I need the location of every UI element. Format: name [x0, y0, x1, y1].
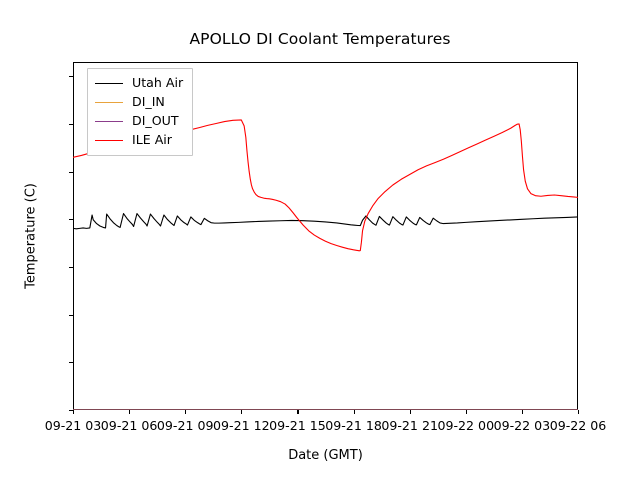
legend-item: DI_OUT [95, 112, 183, 131]
y-axis-tick [69, 314, 73, 316]
x-axis-tick-label: 09-21 12 [213, 418, 270, 433]
legend-color-swatch [95, 121, 123, 122]
x-axis-tick-label: 09-21 06 [100, 418, 158, 433]
y-axis-tick [69, 410, 73, 412]
x-axis-tick-label: 09-21 15 [269, 418, 326, 433]
x-axis-tick [521, 410, 523, 414]
x-axis-tick-label: 09-21 09 [156, 418, 214, 433]
series-line [73, 213, 578, 230]
x-axis-label: Date (GMT) [288, 448, 363, 463]
chart-legend: Utah Air DI_IN DI_OUT ILE Air [87, 68, 194, 156]
legend-color-swatch [95, 83, 123, 84]
x-axis-tick [129, 410, 131, 414]
legend-item-label: Utah Air [132, 75, 184, 91]
y-axis-tick [69, 123, 73, 126]
y-axis-tick [69, 362, 73, 364]
chart-title: APOLLO DI Coolant Temperatures [189, 30, 451, 48]
legend-item: DI_IN [95, 93, 183, 112]
x-axis-tick [73, 410, 75, 414]
y-axis-tick [69, 219, 73, 221]
y-axis-label: Temperature (C) [23, 183, 39, 289]
legend-item-label: DI_IN [132, 94, 165, 110]
plot-lines [73, 119, 578, 410]
x-axis-tick [409, 410, 411, 414]
x-axis-tick [185, 410, 187, 414]
y-axis-tick [69, 171, 73, 173]
legend-color-swatch [95, 140, 123, 141]
x-axis-tick-label: 09-22 06 [549, 418, 607, 433]
x-axis-tick-label: 09-22 00 [437, 418, 495, 433]
x-axis-tick [297, 410, 299, 414]
legend-item: Utah Air [95, 74, 183, 93]
x-axis-tick-label: 09-22 03 [493, 418, 551, 433]
x-axis-tick-label: 09-21 03 [44, 418, 102, 433]
x-axis-tick [578, 410, 580, 414]
x-axis-tick [353, 410, 355, 414]
y-axis-tick [69, 76, 73, 78]
legend-item: ILE Air [95, 131, 183, 150]
x-axis-tick [465, 410, 467, 414]
x-axis-tick [241, 410, 243, 414]
legend-item-label: DI_OUT [132, 113, 179, 129]
series-line [73, 119, 578, 252]
legend-item-label: ILE Air [132, 132, 172, 148]
x-axis-tick-label: 09-21 21 [381, 418, 438, 433]
x-axis-tick-label: 09-21 18 [325, 418, 382, 433]
legend-color-swatch [95, 102, 123, 103]
y-axis-tick [69, 266, 73, 269]
plot-area: Temperature (C) Date (GMT) Utah Air DI_IN… [24, 62, 606, 463]
